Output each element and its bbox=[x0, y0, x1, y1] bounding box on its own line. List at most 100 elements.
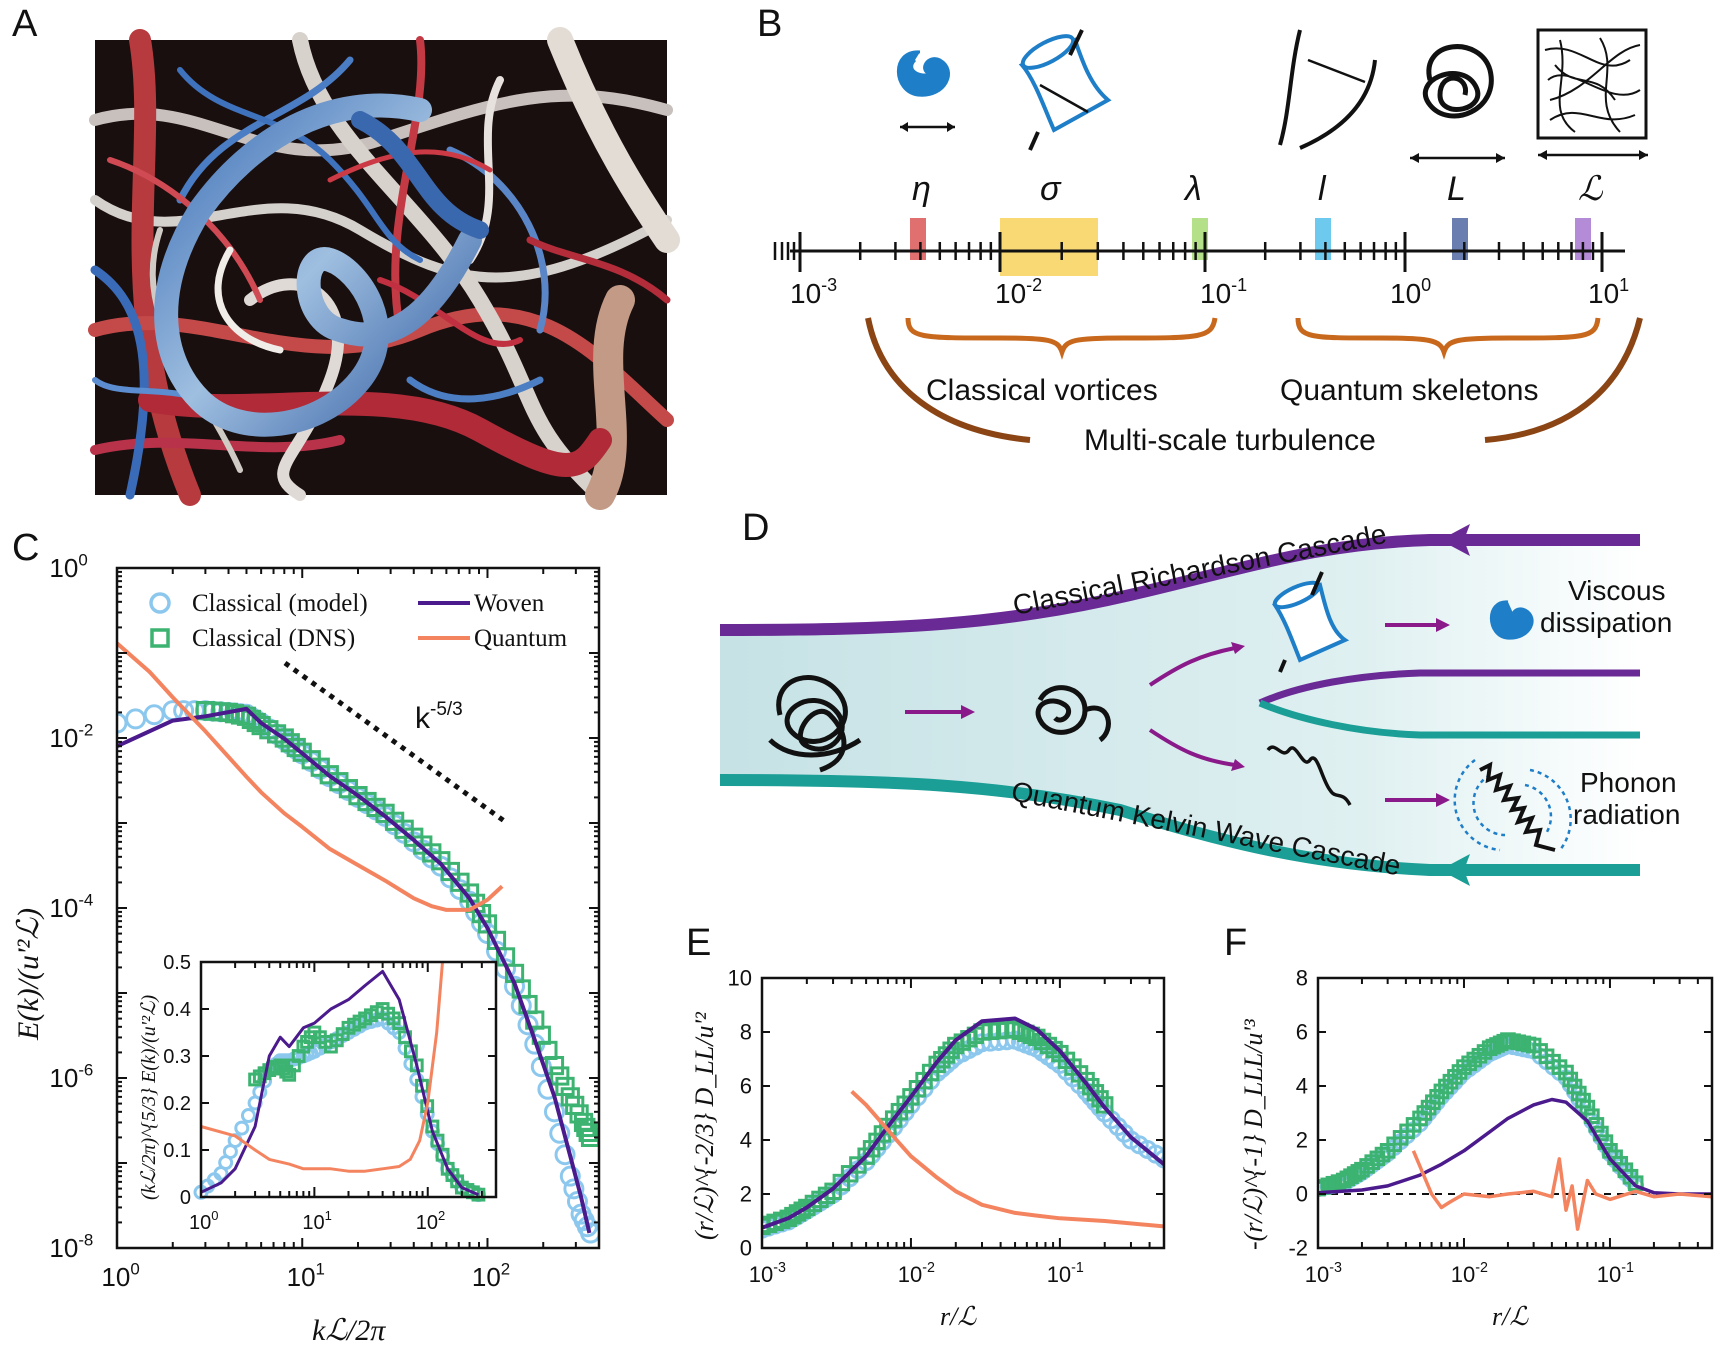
y-tick-label: 0.4 bbox=[163, 999, 191, 1021]
data-point-classical-dns- bbox=[1584, 1108, 1600, 1125]
y-tick-label: 4 bbox=[740, 1128, 752, 1153]
y-tick-label: 0.1 bbox=[163, 1140, 191, 1162]
y-tick-label: 6 bbox=[740, 1074, 752, 1099]
symbol-calL: ℒ bbox=[1578, 170, 1604, 208]
classical-cascade-line bbox=[719, 534, 1640, 636]
classical-brace bbox=[905, 317, 1218, 360]
y-tick-label: 100 bbox=[49, 550, 87, 583]
quantum-skeletons-label: Quantum skeletons bbox=[1280, 374, 1538, 407]
x-tick-label: 10-1 bbox=[1597, 1260, 1634, 1287]
panel-label-c: C bbox=[12, 527, 39, 569]
data-point-classical-dns- bbox=[933, 1050, 951, 1069]
x-tick-label: 10-3 bbox=[1305, 1260, 1342, 1287]
y-tick-label: 0 bbox=[1296, 1182, 1308, 1207]
x-tick-label: 10-1 bbox=[1047, 1260, 1084, 1287]
marker-l bbox=[1315, 218, 1331, 260]
small-vortex-icon bbox=[1490, 600, 1534, 640]
y-tick-label: 0.5 bbox=[163, 952, 191, 974]
arrow-to-classical-tube bbox=[1148, 646, 1236, 687]
series-line-quantum bbox=[1411, 1150, 1712, 1231]
y-tick-label: 2 bbox=[1296, 1128, 1308, 1153]
series-layer bbox=[1318, 1032, 1712, 1231]
kelvin-wave-icon bbox=[1266, 745, 1352, 806]
scale-tick-label: 10-1 bbox=[1200, 275, 1247, 309]
legend-marker bbox=[150, 628, 170, 648]
x-tick-label: 10-2 bbox=[898, 1260, 935, 1287]
data-point-classical-model- bbox=[580, 1222, 599, 1244]
panel-label-d: D bbox=[742, 507, 769, 549]
data-point-classical-dns- bbox=[544, 1055, 565, 1076]
data-point-classical-dns- bbox=[1017, 1024, 1035, 1043]
phonon-label: Phonon bbox=[1580, 767, 1677, 798]
y-tick-label: 0 bbox=[180, 1187, 191, 1209]
data-point-classical-dns- bbox=[1627, 1175, 1644, 1192]
data-point-classical-dns- bbox=[1006, 1020, 1024, 1038]
data-point-classical-model- bbox=[143, 704, 165, 726]
marker-sigma bbox=[1000, 218, 1098, 276]
data-point-classical-model- bbox=[240, 1108, 256, 1124]
data-point-classical-dns- bbox=[937, 1046, 956, 1064]
quantum-brace bbox=[1295, 317, 1601, 360]
y-tick-label: 0.3 bbox=[163, 1046, 191, 1068]
panel-label-f: F bbox=[1224, 922, 1247, 964]
y-axis-title: E(k)/(u'²ℒ) bbox=[12, 908, 45, 1041]
data-point-classical-dns- bbox=[1011, 1022, 1030, 1041]
vortex-tube-icon bbox=[1018, 29, 1112, 151]
data-point-classical-model- bbox=[563, 1178, 585, 1200]
k-minus-five-thirds-annotation: k-5/3 bbox=[415, 699, 463, 735]
x-axis-title: r/ℒ bbox=[1492, 1302, 1529, 1331]
symbol-eta: η bbox=[912, 170, 931, 208]
data-point-classical-model- bbox=[554, 1144, 576, 1166]
plot-background bbox=[201, 962, 496, 1197]
data-point-classical-dns- bbox=[1579, 1099, 1596, 1116]
plot-frame bbox=[760, 976, 1166, 1250]
data-point-classical-dns- bbox=[1318, 1180, 1326, 1197]
data-point-classical-dns- bbox=[578, 1122, 598, 1143]
x-tick-label: 102 bbox=[416, 1208, 445, 1234]
series-line-woven bbox=[1318, 1097, 1712, 1196]
data-point-classical-dns- bbox=[788, 1204, 807, 1222]
viscous-label: Viscous bbox=[1568, 575, 1666, 606]
data-point-classical-dns- bbox=[928, 1055, 946, 1074]
x-tick-label: 100 bbox=[101, 1259, 139, 1292]
y-tick-label: 0 bbox=[740, 1236, 752, 1261]
phonon-emission-icon bbox=[1453, 758, 1572, 852]
series-layer bbox=[762, 1016, 1164, 1239]
panel-label-a: A bbox=[12, 3, 38, 45]
data-point-classical-dns- bbox=[286, 737, 306, 758]
cascade-diagram: Classical Richardson Cascade Quantum Kel… bbox=[719, 518, 1680, 886]
y-tick-label: 10 bbox=[728, 966, 752, 991]
y-tick-label: 8 bbox=[740, 1020, 752, 1045]
multiscale-turbulence-label: Multi-scale turbulence bbox=[1084, 424, 1376, 457]
y-tick-label: -2 bbox=[1288, 1236, 1308, 1261]
x-tick-label: 101 bbox=[302, 1208, 331, 1234]
tangle-loop-icon bbox=[1410, 44, 1505, 163]
panel-label-e: E bbox=[686, 922, 711, 964]
scale-tick-label: 101 bbox=[1588, 275, 1629, 309]
classical-cascade-arrow bbox=[1440, 524, 1470, 556]
series-line-quantum bbox=[117, 641, 504, 912]
second-order-structure-function-chart: 10-3 10-2 10-1 0 2 4 6 8 10 r/ℒ (r/ℒ)^{-2/3} D_LL/… bbox=[690, 966, 1166, 1331]
series-line-quantum bbox=[200, 961, 444, 1173]
legend-label: Classical (DNS) bbox=[192, 625, 355, 652]
y-tick-label: 8 bbox=[1296, 966, 1308, 991]
vortex-tangle-rendering bbox=[88, 27, 680, 510]
y-tick-label: 10-6 bbox=[49, 1060, 93, 1093]
branch-classical bbox=[1258, 669, 1640, 707]
tangle-icon bbox=[768, 675, 862, 773]
series-line-woven bbox=[117, 706, 592, 1234]
scale-axis-ticks bbox=[773, 232, 1604, 272]
multiscale-brace-left bbox=[865, 317, 1031, 443]
data-point-classical-dns- bbox=[550, 1066, 570, 1086]
series-line-woven bbox=[762, 1016, 1164, 1230]
data-point-classical-dns- bbox=[555, 1076, 575, 1097]
panel-label-b: B bbox=[757, 3, 782, 45]
y-tick-label: 10-4 bbox=[49, 890, 93, 923]
data-point-classical-dns- bbox=[576, 1117, 596, 1138]
quantum-cascade-line bbox=[719, 774, 1640, 876]
plot-frame bbox=[1316, 976, 1714, 1250]
third-order-structure-function-chart: 10-3 10-2 10-1 -2 0 2 4 6 8 r/ℒ -(r/ℒ)^{-1} D_LLL/… bbox=[1239, 966, 1714, 1331]
radiation-label: radiation bbox=[1573, 799, 1680, 830]
marker-eta bbox=[910, 218, 926, 260]
k-minus-five-thirds-reference-line bbox=[283, 660, 509, 826]
